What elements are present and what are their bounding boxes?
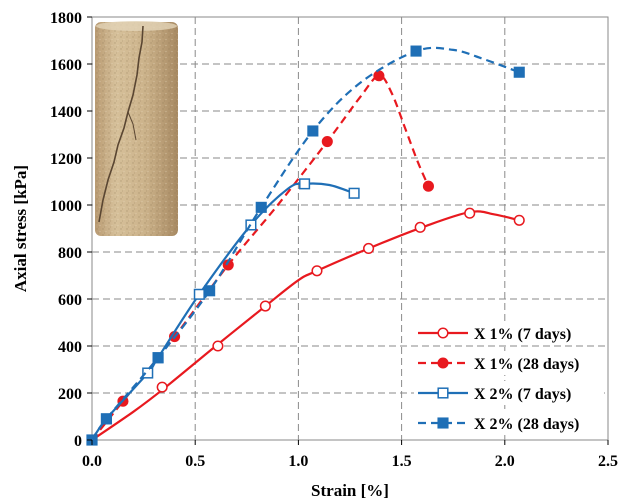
y-axis-title: Axial stress [kPa] — [11, 165, 30, 292]
x-tick-label: 2.5 — [598, 453, 618, 470]
y-tick-label: 400 — [58, 339, 82, 356]
y-tick-label: 600 — [58, 292, 82, 309]
x-tick-label: 2.0 — [495, 453, 515, 470]
data-point — [259, 300, 271, 312]
y-tick-label: 1400 — [50, 104, 82, 121]
data-point — [437, 387, 449, 399]
x-tick-label: 1.0 — [288, 453, 308, 470]
legend-label: X 1% (28 days) — [474, 356, 579, 373]
data-point — [307, 125, 319, 137]
y-tick-label: 1800 — [50, 10, 82, 27]
data-point — [513, 66, 525, 78]
data-point — [363, 242, 375, 255]
data-point — [156, 381, 168, 393]
x-tick-label: 0.5 — [185, 453, 205, 470]
data-point — [437, 357, 449, 369]
data-point — [212, 340, 224, 352]
data-point — [414, 221, 426, 233]
legend-item: X 2% (28 days) — [414, 411, 604, 435]
specimen-texture — [95, 22, 178, 236]
legend-item: X 1% (28 days) — [414, 351, 604, 375]
y-tick-label: 1200 — [50, 151, 82, 168]
data-point — [348, 187, 360, 199]
legend-label: X 1% (7 days) — [474, 326, 571, 343]
legend: X 1% (7 days) X 1% (28 days) X 2% (7 days)… — [414, 321, 604, 435]
plot-border — [91, 16, 609, 441]
data-point — [373, 70, 385, 82]
y-tick-label: 1600 — [50, 57, 82, 74]
legend-label: X 2% (28 days) — [474, 416, 579, 433]
y-tick-label: 1000 — [50, 198, 82, 215]
x-axis-title: Strain [%] — [311, 481, 389, 499]
data-point — [321, 136, 333, 148]
data-point — [513, 214, 525, 226]
data-point — [464, 207, 476, 219]
data-point — [437, 327, 449, 339]
data-point — [299, 178, 311, 190]
plot-frame — [91, 16, 609, 441]
specimen-crack — [98, 25, 144, 223]
y-tick-label: 0 — [74, 433, 82, 450]
data-point — [437, 417, 449, 429]
series-line — [91, 182, 355, 441]
specimen-photo-inset — [93, 18, 180, 238]
data-point — [410, 45, 422, 57]
x-tick-label: 1.5 — [392, 453, 412, 470]
legend-label: X 2% (7 days) — [474, 386, 571, 403]
data-point — [422, 180, 434, 192]
legend-item: X 1% (7 days) — [414, 321, 604, 345]
axes-layer: 0.0 0.5 1.0 1.5 2.0 2.5 0 200 400 600 800 1000 1200 1… — [50, 10, 618, 470]
x-tick-label: 0.0 — [82, 453, 102, 470]
data-point — [255, 201, 267, 213]
legend-item: X 2% (7 days) — [414, 381, 604, 405]
data-point — [204, 285, 216, 297]
data-point — [100, 413, 112, 425]
data-point — [311, 265, 323, 277]
y-tick-label: 200 — [58, 386, 82, 403]
specimen-top — [96, 21, 177, 31]
data-point — [142, 367, 154, 379]
y-tick-label: 800 — [58, 245, 82, 262]
specimen-crack-branch — [127, 111, 137, 141]
data-point — [193, 288, 205, 300]
data-point — [152, 352, 164, 364]
series-line — [91, 46, 520, 441]
